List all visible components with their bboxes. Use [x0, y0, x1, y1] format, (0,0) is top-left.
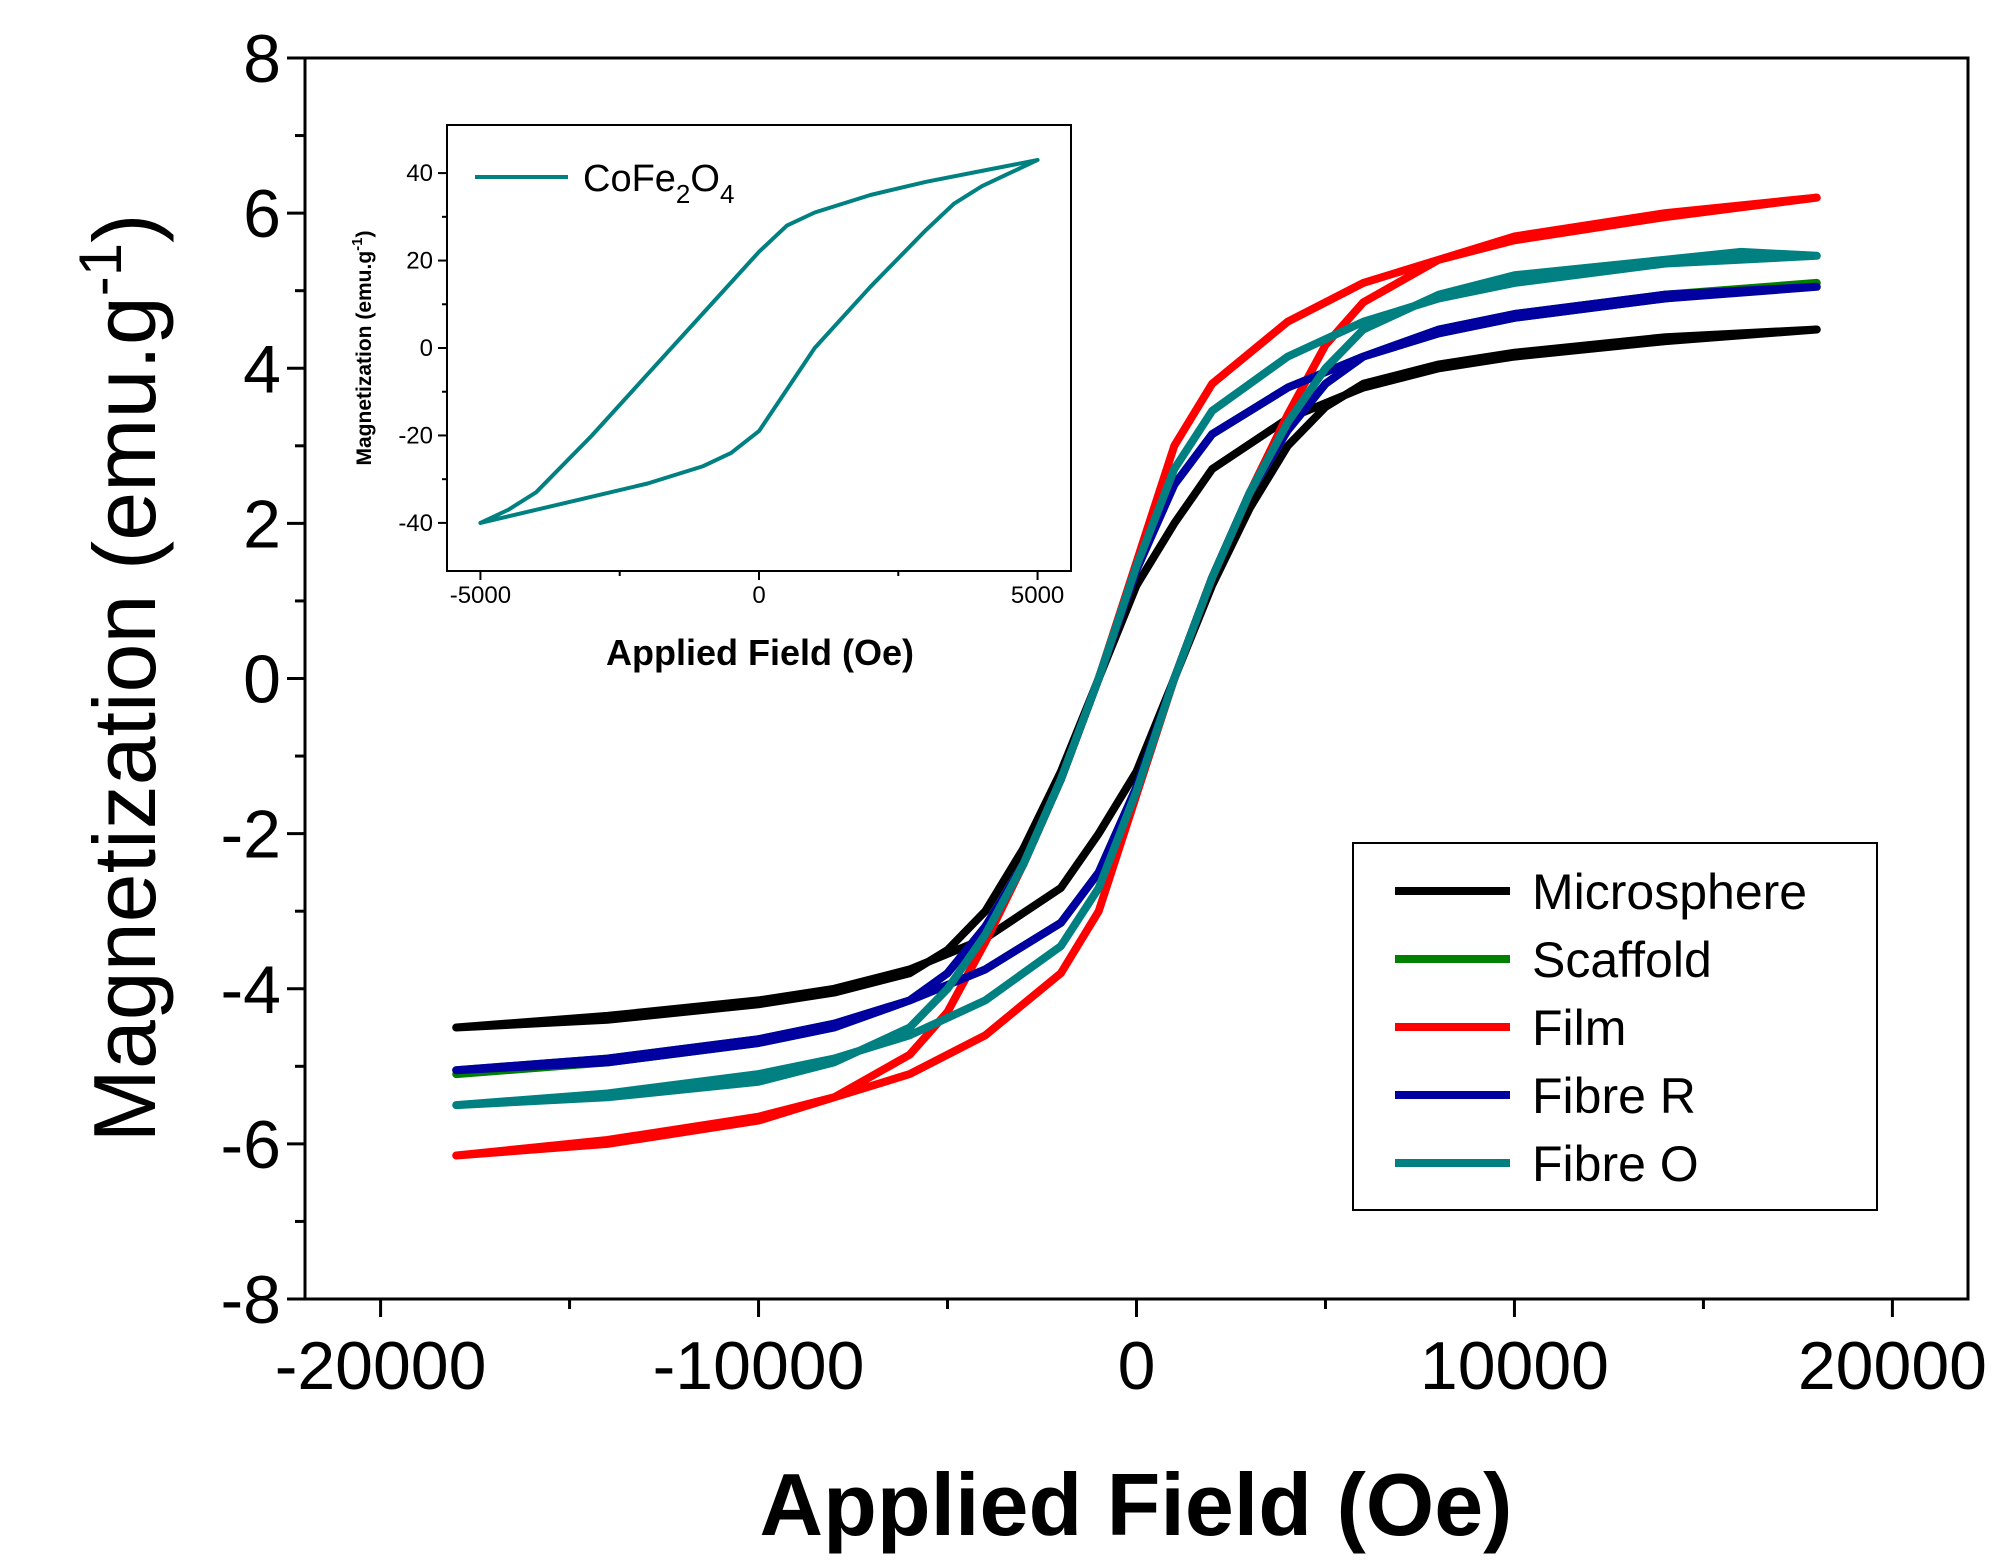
y-tick-label: -4	[221, 952, 281, 1028]
inset-series-lines	[478, 158, 1040, 525]
inset-legend: CoFe2O4	[475, 158, 734, 209]
y-tick-label: 0	[420, 335, 433, 362]
y-tick-label: 0	[243, 642, 281, 718]
series-line-fibre-o	[452, 247, 1821, 1110]
x-tick-label: 0	[752, 582, 765, 609]
legend-label-cofe2o4: CoFe2O4	[583, 158, 734, 209]
main-x-ticks: -20000 -10000 0 10000 20000	[275, 1299, 1987, 1404]
main-x-axis-title: Applied Field (Oe)	[760, 1455, 1513, 1554]
y-tick-label: 8	[243, 21, 281, 97]
main-series-lines	[452, 193, 1821, 1160]
y-tick-label: -40	[398, 510, 433, 537]
inset-plot: -5000 0 5000 -40 -20 0 20 40 Applied Field (Oe…	[349, 124, 1072, 673]
series-line-film	[452, 193, 1821, 1160]
legend-label-film: Film	[1532, 1000, 1626, 1056]
legend-label-fibre-o: Fibre O	[1532, 1136, 1699, 1192]
x-tick-label: 5000	[1011, 582, 1064, 609]
x-tick-label: 20000	[1798, 1328, 1987, 1404]
inset-y-axis-title: Magnetization (emu.g-1)	[349, 230, 376, 465]
x-tick-label: 0	[1118, 1328, 1156, 1404]
y-tick-label: -6	[221, 1107, 281, 1183]
inset-x-axis-title: Applied Field (Oe)	[606, 632, 914, 673]
y-tick-label: 6	[243, 176, 281, 252]
x-tick-label: 10000	[1420, 1328, 1609, 1404]
y-tick-label: 4	[243, 331, 281, 407]
inset-x-ticks: -5000 0 5000	[450, 571, 1064, 609]
legend-label-fibre-r: Fibre R	[1532, 1068, 1696, 1124]
x-tick-label: -10000	[653, 1328, 865, 1404]
series-line-cofe2o4	[478, 158, 1040, 525]
inset-y-ticks: -40 -20 0 20 40	[398, 160, 447, 537]
y-tick-label: 20	[406, 248, 433, 275]
y-tick-label: 2	[243, 486, 281, 562]
legend-label-microsphere: Microsphere	[1532, 864, 1807, 920]
x-tick-label: -20000	[275, 1328, 487, 1404]
main-legend: Microsphere Scaffold Film Fibre R Fibre …	[1352, 842, 1878, 1211]
y-tick-label: -20	[398, 422, 433, 449]
y-tick-label: -2	[221, 797, 281, 873]
main-y-axis-title: Magnetization (emu.g-1)	[67, 214, 174, 1143]
y-tick-label: 40	[406, 160, 433, 187]
x-tick-label: -5000	[450, 582, 511, 609]
series-line-microsphere	[452, 325, 1821, 1032]
legend-label-scaffold: Scaffold	[1532, 932, 1712, 988]
main-y-ticks: -8 -6 -4 -2 0 2 4 6 8	[221, 21, 305, 1338]
y-tick-label: -8	[221, 1262, 281, 1338]
